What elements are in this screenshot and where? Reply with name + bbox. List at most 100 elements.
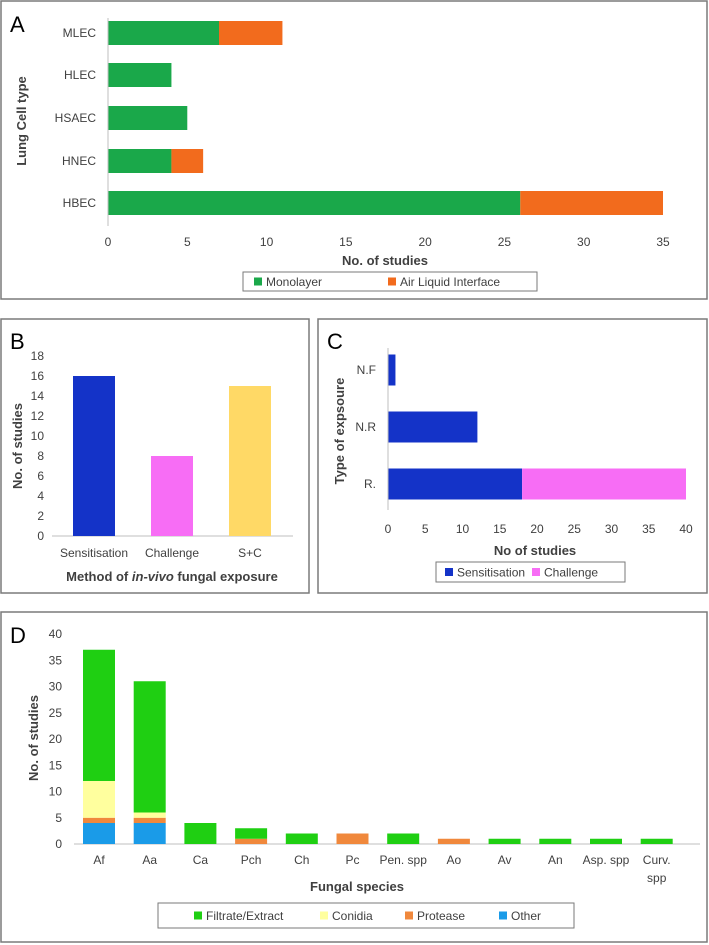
- bar-a-air-liquid-interface: [171, 149, 204, 173]
- panel-d-letter: D: [10, 623, 26, 648]
- d-y-tick-label: 15: [49, 758, 63, 772]
- a-x-tick-label: 5: [184, 235, 191, 249]
- c-x-tick-label: 15: [493, 522, 507, 536]
- c-x-axis-title: No of studies: [494, 543, 576, 558]
- b-y-tick-label: 4: [37, 489, 44, 503]
- bar-d-filtrate-extract: [184, 823, 217, 844]
- c-x-tick-label: 20: [530, 522, 544, 536]
- bar-d-other: [83, 823, 115, 844]
- c-x-tick-label: 25: [568, 522, 582, 536]
- d-y-tick-label: 5: [55, 811, 62, 825]
- c-y-tick-label: R.: [364, 477, 376, 491]
- c-legend-label: Challenge: [544, 566, 598, 580]
- a-legend-label: Monolayer: [266, 275, 322, 289]
- b-y-tick-label: 14: [31, 389, 45, 403]
- a-x-tick-label: 30: [577, 235, 591, 249]
- d-x-tick-label: Ao: [447, 853, 462, 867]
- bar-a-air-liquid-interface: [520, 191, 663, 215]
- d-x-tick-label: spp: [647, 871, 667, 885]
- d-x-tick-label: An: [548, 853, 563, 867]
- panel-d-chart: 0 5 10 15 20 25 30 35 40 Af Aa Ca Pch Ch Pc Pen. spp Ao A…: [26, 627, 700, 929]
- d-legend-swatch: [194, 911, 202, 920]
- d-legend-label: Conidia: [332, 909, 373, 923]
- bar-a-monolayer: [108, 21, 219, 45]
- d-legend-label: Other: [511, 909, 541, 923]
- d-legend-label: Protease: [417, 909, 465, 923]
- a-x-tick-label: 25: [498, 235, 512, 249]
- bar-a-monolayer: [108, 63, 172, 87]
- panel-b-chart: 0 2 4 6 8 10 12 14 16 18 Sensitisation Challenge S+C…: [10, 349, 293, 584]
- a-y-tick-label: MLEC: [63, 26, 97, 40]
- a-y-tick-label: HNEC: [62, 154, 96, 168]
- bar-c-sensitisation: [388, 411, 478, 443]
- a-x-tick-label: 0: [105, 235, 112, 249]
- c-x-tick-label: 40: [679, 522, 693, 536]
- bar-b-challenge: [151, 456, 193, 536]
- bar-a-monolayer: [108, 149, 172, 173]
- d-y-tick-label: 20: [49, 732, 63, 746]
- d-x-tick-label: Ch: [294, 853, 309, 867]
- a-legend-swatch: [388, 277, 396, 286]
- c-legend-swatch: [445, 568, 453, 576]
- a-y-tick-label: HSAEC: [55, 111, 97, 125]
- bar-c-sensitisation: [388, 468, 523, 500]
- a-x-tick-label: 15: [339, 235, 353, 249]
- panel-c-letter: C: [327, 329, 343, 354]
- bar-a-air-liquid-interface: [219, 21, 283, 45]
- d-x-tick-label: Curv.: [643, 853, 671, 867]
- bar-d-conidia: [133, 812, 166, 818]
- b-y-tick-label: 16: [31, 369, 45, 383]
- b-x-tick-label: Sensitisation: [60, 546, 128, 560]
- bar-d-filtrate-extract: [235, 828, 268, 839]
- d-y-tick-label: 30: [49, 680, 63, 694]
- bar-b-sensitisation: [73, 376, 115, 536]
- d-legend-swatch: [499, 911, 507, 920]
- bar-d-protease: [437, 838, 470, 844]
- a-y-tick-label: HLEC: [64, 68, 96, 82]
- b-x-axis-title-part: Method of: [66, 569, 132, 584]
- bar-d-filtrate-extract: [387, 833, 420, 844]
- a-x-tick-label: 10: [260, 235, 274, 249]
- a-legend-label: Air Liquid Interface: [400, 275, 500, 289]
- bar-a-monolayer: [108, 106, 188, 130]
- bar-d-protease: [336, 833, 369, 844]
- d-x-tick-label: Aa: [142, 853, 157, 867]
- panel-a-letter: A: [10, 12, 25, 37]
- bar-d-filtrate-extract: [285, 833, 318, 844]
- c-y-tick-label: N.F: [357, 363, 376, 377]
- bar-d-filtrate-extract: [488, 838, 521, 844]
- panel-a-chart: MLEC HLEC HSAEC HNEC HBEC 0 5 10 15 20 25 30 35 No. o…: [14, 18, 670, 292]
- d-legend-swatch: [405, 911, 413, 920]
- bar-c-sensitisation: [388, 354, 396, 386]
- c-x-tick-label: 5: [422, 522, 429, 536]
- d-x-tick-label: Av: [498, 853, 512, 867]
- d-y-axis-title: No. of studies: [26, 695, 41, 781]
- b-y-tick-label: 12: [31, 409, 45, 423]
- b-y-tick-label: 18: [31, 349, 45, 363]
- d-legend-swatch: [320, 911, 328, 920]
- bar-d-filtrate-extract: [539, 838, 572, 844]
- a-y-axis-title: Lung Cell type: [14, 76, 29, 166]
- b-y-tick-label: 0: [37, 529, 44, 543]
- d-y-tick-label: 40: [49, 627, 63, 641]
- bar-b-sc: [229, 386, 271, 536]
- b-x-axis-title: Method of in-vivo fungal exposure: [66, 569, 278, 584]
- d-x-tick-label: Ca: [193, 853, 209, 867]
- b-y-tick-label: 8: [37, 449, 44, 463]
- b-x-axis-title-part: fungal exposure: [174, 569, 278, 584]
- panel-d-frame: [0, 611, 708, 943]
- bar-d-filtrate-extract: [83, 649, 115, 781]
- d-y-tick-label: 25: [49, 706, 63, 720]
- d-y-tick-label: 10: [49, 785, 63, 799]
- c-y-tick-label: N.R: [355, 420, 376, 434]
- a-x-tick-label: 20: [418, 235, 432, 249]
- bar-d-filtrate-extract: [640, 838, 673, 844]
- d-x-tick-label: Asp. spp: [583, 853, 630, 867]
- d-y-tick-label: 35: [49, 653, 63, 667]
- c-x-tick-label: 30: [605, 522, 619, 536]
- b-y-tick-label: 2: [37, 509, 44, 523]
- b-x-axis-title-part: in-vivo: [132, 569, 174, 584]
- d-x-tick-label: Af: [93, 853, 105, 867]
- bar-d-filtrate-extract: [590, 838, 622, 844]
- b-y-tick-label: 10: [31, 429, 45, 443]
